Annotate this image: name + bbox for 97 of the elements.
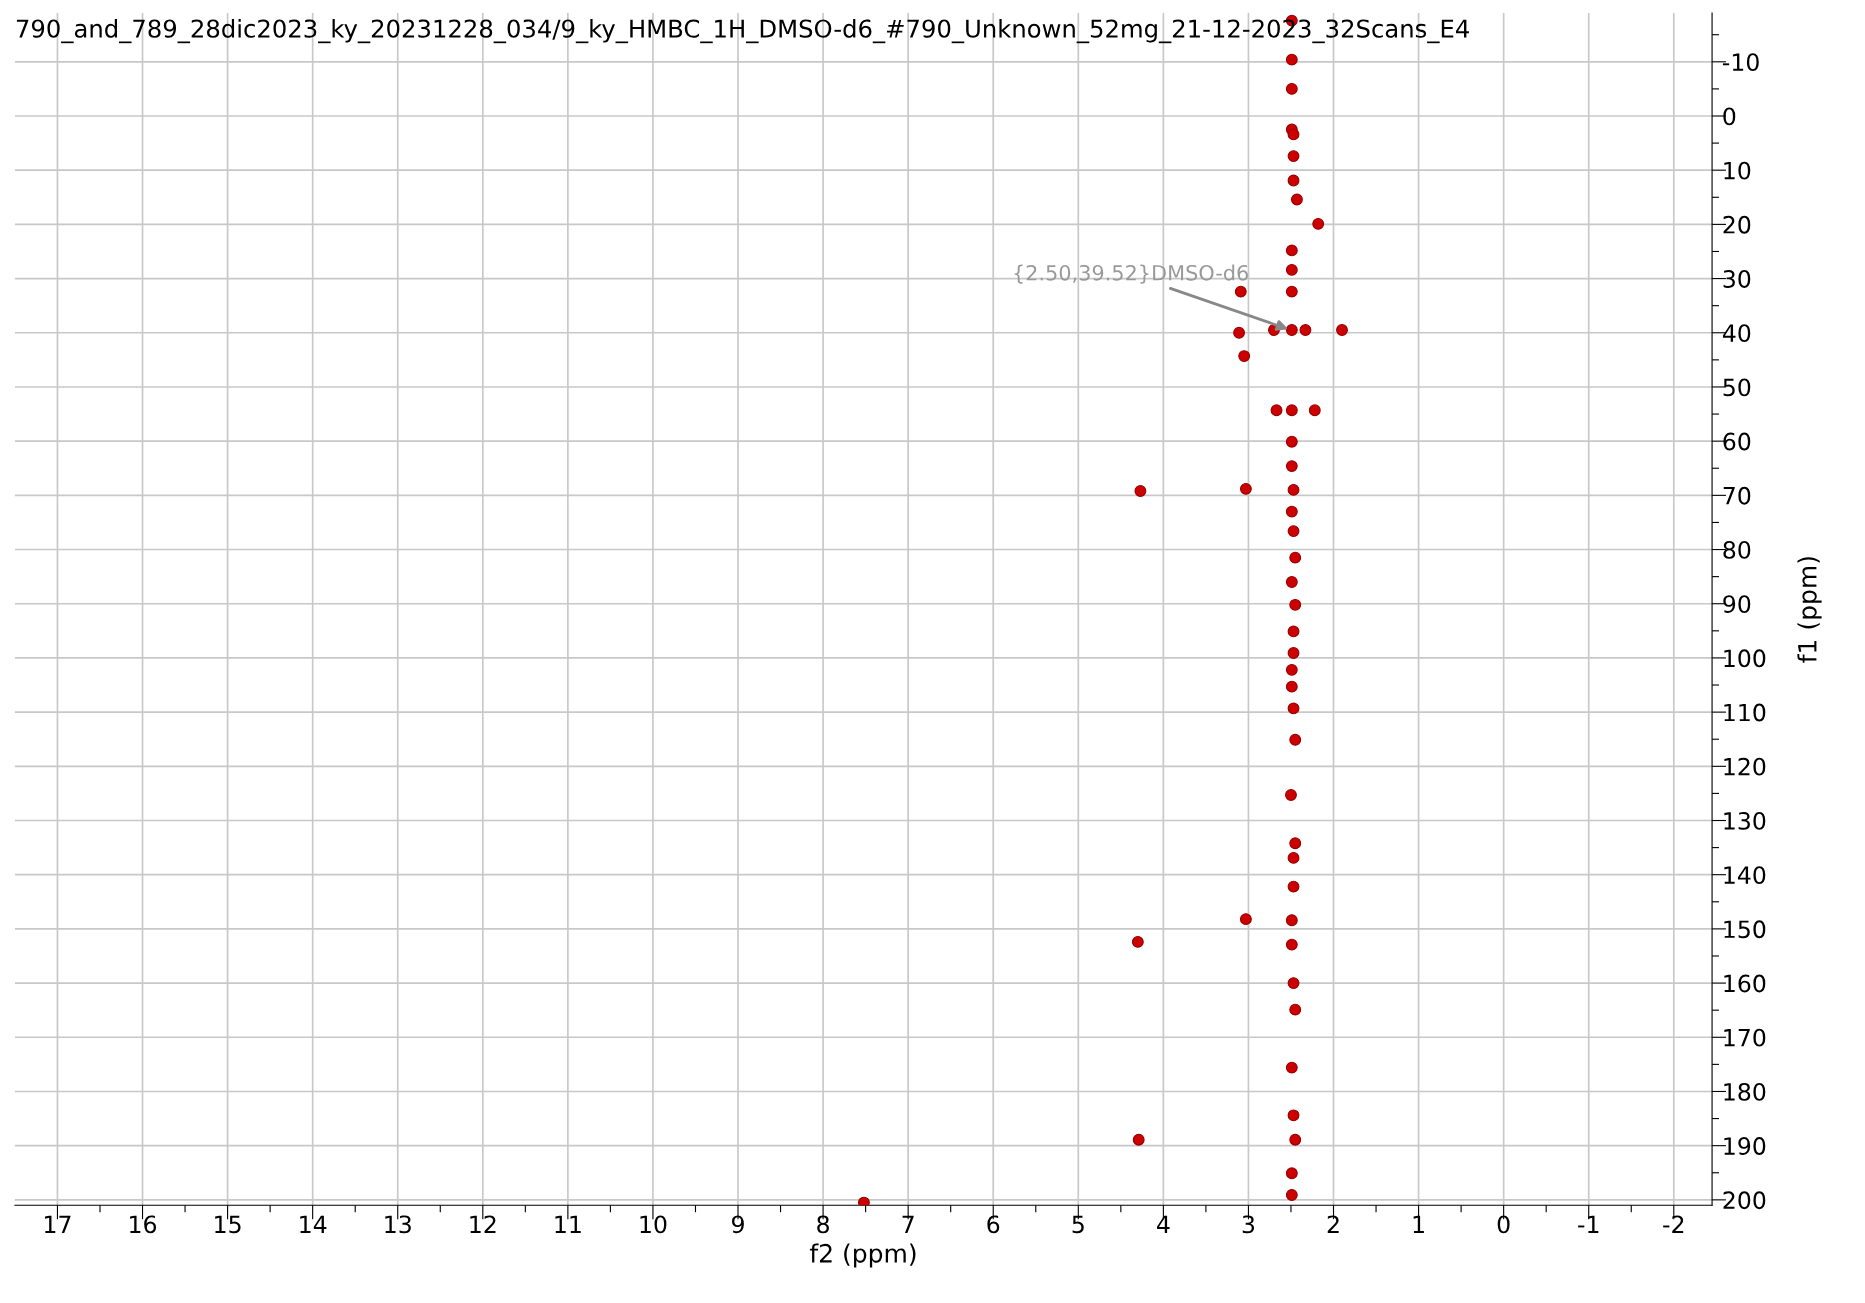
y-tick-label: 10 <box>1724 161 1751 180</box>
point <box>1285 576 1298 588</box>
point <box>1239 913 1252 926</box>
y-tick-label: 130 <box>1724 811 1766 830</box>
point <box>1239 482 1252 495</box>
annotation: {2.50,39.52}DMSO-d6 <box>1014 264 1248 284</box>
y-tick-label: 150 <box>1724 920 1766 939</box>
x-tick-label: 7 <box>902 1215 914 1233</box>
y-tick-label: 120 <box>1724 757 1766 776</box>
y-tick-label: -10 <box>1722 53 1759 72</box>
point <box>1285 1167 1298 1180</box>
point <box>1287 647 1300 659</box>
point <box>1287 880 1300 893</box>
point <box>1285 263 1298 276</box>
y-tick-label: 110 <box>1724 703 1766 722</box>
point <box>1287 483 1300 496</box>
point <box>1287 625 1300 638</box>
point <box>1287 174 1300 187</box>
y-tick-label: 50 <box>1723 378 1751 397</box>
point <box>1285 1061 1298 1074</box>
x-tick-label: 6 <box>987 1215 1000 1234</box>
point <box>1336 324 1348 336</box>
point <box>1285 1189 1298 1201</box>
point <box>1287 128 1300 141</box>
y-tick-label: 80 <box>1723 540 1751 559</box>
point <box>1234 285 1247 298</box>
x-tick-label: 9 <box>731 1215 744 1234</box>
y-tick-label: 190 <box>1724 1137 1766 1155</box>
x-tick-label: 15 <box>215 1215 241 1234</box>
x-tick-label: 4 <box>1157 1215 1170 1233</box>
y-tick-label: 40 <box>1722 324 1751 343</box>
point <box>1238 350 1251 363</box>
point <box>1312 217 1325 230</box>
point <box>1285 82 1298 95</box>
y-tick-label: 160 <box>1724 974 1766 993</box>
y-axis-title: f1 (ppm) <box>1797 557 1822 663</box>
point <box>1285 789 1297 801</box>
point <box>1285 285 1298 298</box>
x-tick-label: 2 <box>1327 1215 1339 1233</box>
x-tick-label: 13 <box>385 1215 411 1234</box>
x-tick-label: 14 <box>300 1215 327 1233</box>
y-tick-label: 0 <box>1723 107 1736 126</box>
point <box>1289 733 1302 746</box>
point <box>1308 404 1321 417</box>
point <box>1285 914 1298 927</box>
x-tick-label: 11 <box>555 1215 581 1233</box>
x-tick-label: 3 <box>1242 1215 1255 1234</box>
point <box>1285 404 1298 417</box>
point <box>1287 851 1300 864</box>
point <box>1285 680 1298 693</box>
y-tick-label: 200 <box>1723 1191 1766 1210</box>
x-tick-label: 0 <box>1497 1215 1510 1234</box>
point <box>1132 1133 1145 1146</box>
x-tick-label: 12 <box>470 1215 496 1233</box>
point <box>1270 404 1283 417</box>
chart-title: 790_and_789_28dic2023_ky_20231228_034/9_ky_HMBC_1H_DMSO-d6_#790_Unknown_52mg_21-12-2023_32Scans_E4 <box>16 18 1469 44</box>
y-tick-label: 30 <box>1723 270 1751 288</box>
point <box>1287 702 1300 715</box>
x-tick-label: 16 <box>130 1215 157 1234</box>
point <box>1287 150 1300 163</box>
point <box>1285 460 1298 473</box>
point <box>1289 1003 1302 1016</box>
point <box>1290 193 1303 206</box>
y-tick-label: 140 <box>1724 866 1766 884</box>
x-tick-label: 10 <box>640 1215 667 1234</box>
point <box>1285 435 1298 448</box>
point <box>1289 598 1302 611</box>
point <box>1285 663 1298 676</box>
x-axis-title: f2 (ppm) <box>809 1243 916 1268</box>
y-tick-label: 20 <box>1723 215 1751 234</box>
point <box>1233 326 1246 339</box>
point <box>1285 53 1298 66</box>
point <box>1289 837 1302 850</box>
point <box>1289 551 1302 564</box>
point <box>1131 935 1144 948</box>
point <box>1285 244 1298 257</box>
x-tick-label: 17 <box>45 1215 71 1233</box>
x-tick-label: -1 <box>1578 1215 1599 1233</box>
y-tick-label: 60 <box>1723 432 1751 451</box>
y-tick-label: 90 <box>1723 595 1751 614</box>
point <box>1287 1109 1300 1122</box>
point <box>1289 1133 1302 1146</box>
x-tick-label: 5 <box>1072 1215 1084 1234</box>
point <box>1285 505 1298 518</box>
y-tick-label: 100 <box>1724 649 1766 668</box>
x-tick-label: 8 <box>817 1215 829 1234</box>
point <box>1287 977 1300 990</box>
y-tick-label: 170 <box>1724 1028 1766 1047</box>
point <box>1299 324 1312 336</box>
y-tick-label: 70 <box>1723 486 1751 505</box>
point <box>1134 485 1147 497</box>
x-tick-label: -2 <box>1663 1215 1684 1233</box>
y-tick-label: 180 <box>1724 1082 1766 1101</box>
point <box>1285 324 1298 336</box>
point <box>1285 938 1298 951</box>
point <box>857 1196 870 1206</box>
point <box>1287 525 1300 538</box>
